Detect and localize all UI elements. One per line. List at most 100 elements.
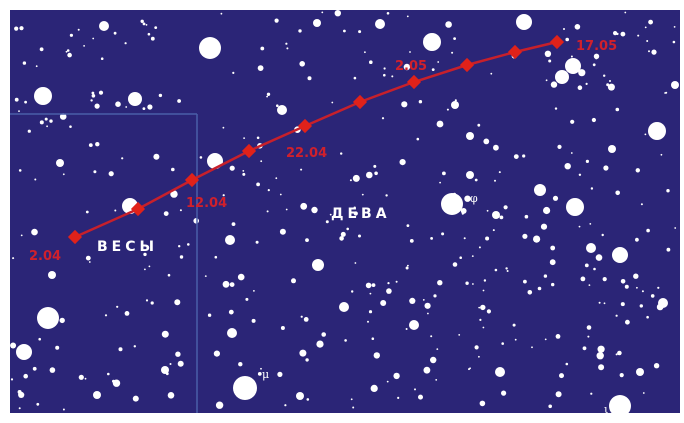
star [180, 255, 184, 258]
star [609, 395, 631, 417]
star [391, 75, 394, 78]
star [299, 349, 307, 357]
star [306, 398, 310, 401]
star [20, 234, 23, 237]
star [387, 282, 390, 285]
star [349, 179, 352, 182]
star [90, 99, 93, 102]
star [646, 40, 649, 42]
star [39, 47, 44, 52]
star [18, 169, 22, 172]
star [601, 233, 604, 237]
star [373, 164, 377, 168]
star [451, 101, 459, 109]
star [555, 334, 561, 339]
star [577, 85, 583, 90]
star [414, 388, 416, 391]
star [303, 317, 309, 322]
star [574, 24, 581, 30]
star [612, 247, 628, 263]
star [580, 276, 586, 282]
star [603, 165, 609, 171]
star [204, 275, 207, 277]
star [253, 290, 255, 292]
star [648, 19, 653, 25]
star [225, 235, 235, 245]
star [666, 247, 671, 252]
star [523, 279, 527, 284]
star [10, 342, 17, 349]
star [104, 314, 108, 317]
star [586, 243, 596, 253]
star [277, 371, 283, 377]
star [646, 315, 649, 319]
star [453, 37, 456, 40]
star [193, 218, 199, 224]
star-field [10, 10, 679, 417]
date-label-1: 12.04 [186, 196, 227, 211]
star [65, 50, 68, 53]
star [242, 172, 246, 176]
star [494, 268, 498, 272]
star [238, 362, 243, 367]
star [346, 227, 350, 231]
star [570, 152, 573, 154]
star [615, 314, 618, 317]
star [478, 246, 481, 249]
star [18, 110, 20, 112]
star [636, 286, 638, 289]
star [409, 51, 411, 53]
star [374, 171, 378, 176]
star [427, 312, 429, 315]
star [59, 113, 67, 120]
track-marker [130, 201, 146, 217]
star [505, 267, 508, 270]
star [291, 278, 296, 284]
constellation-boundaries [10, 113, 198, 413]
constellation-label-libra: ВЕСЫ [97, 239, 158, 255]
star [365, 282, 372, 289]
star [352, 174, 360, 182]
star [646, 228, 650, 233]
star [307, 76, 312, 81]
star [38, 337, 41, 341]
star [107, 372, 110, 376]
star [361, 193, 364, 196]
star [284, 404, 287, 407]
star [367, 320, 369, 323]
star [660, 153, 663, 156]
star [540, 223, 548, 230]
star [85, 255, 91, 261]
star [35, 65, 38, 68]
star [673, 26, 676, 28]
star [85, 210, 89, 214]
star [34, 178, 37, 181]
star [83, 45, 85, 47]
star [49, 119, 53, 123]
star [48, 271, 56, 279]
star [482, 326, 485, 329]
star [522, 154, 526, 158]
star [513, 154, 519, 160]
star [409, 239, 414, 243]
star [615, 107, 620, 112]
star [62, 408, 65, 411]
star [543, 274, 548, 278]
star [280, 326, 285, 330]
star [607, 83, 615, 91]
star [343, 29, 346, 33]
star [31, 228, 38, 236]
star [174, 299, 181, 306]
star [596, 352, 604, 360]
star [14, 97, 19, 102]
star [62, 173, 65, 176]
star [118, 347, 123, 352]
star [386, 288, 392, 294]
track-line [74, 40, 558, 239]
star [371, 283, 376, 287]
star [570, 55, 573, 58]
star [543, 206, 551, 215]
star [32, 366, 37, 371]
map-labels: ВЕСЫ ДЕВА 2.04 12.04 22.04 2.05 17.05 φ … [29, 39, 617, 416]
